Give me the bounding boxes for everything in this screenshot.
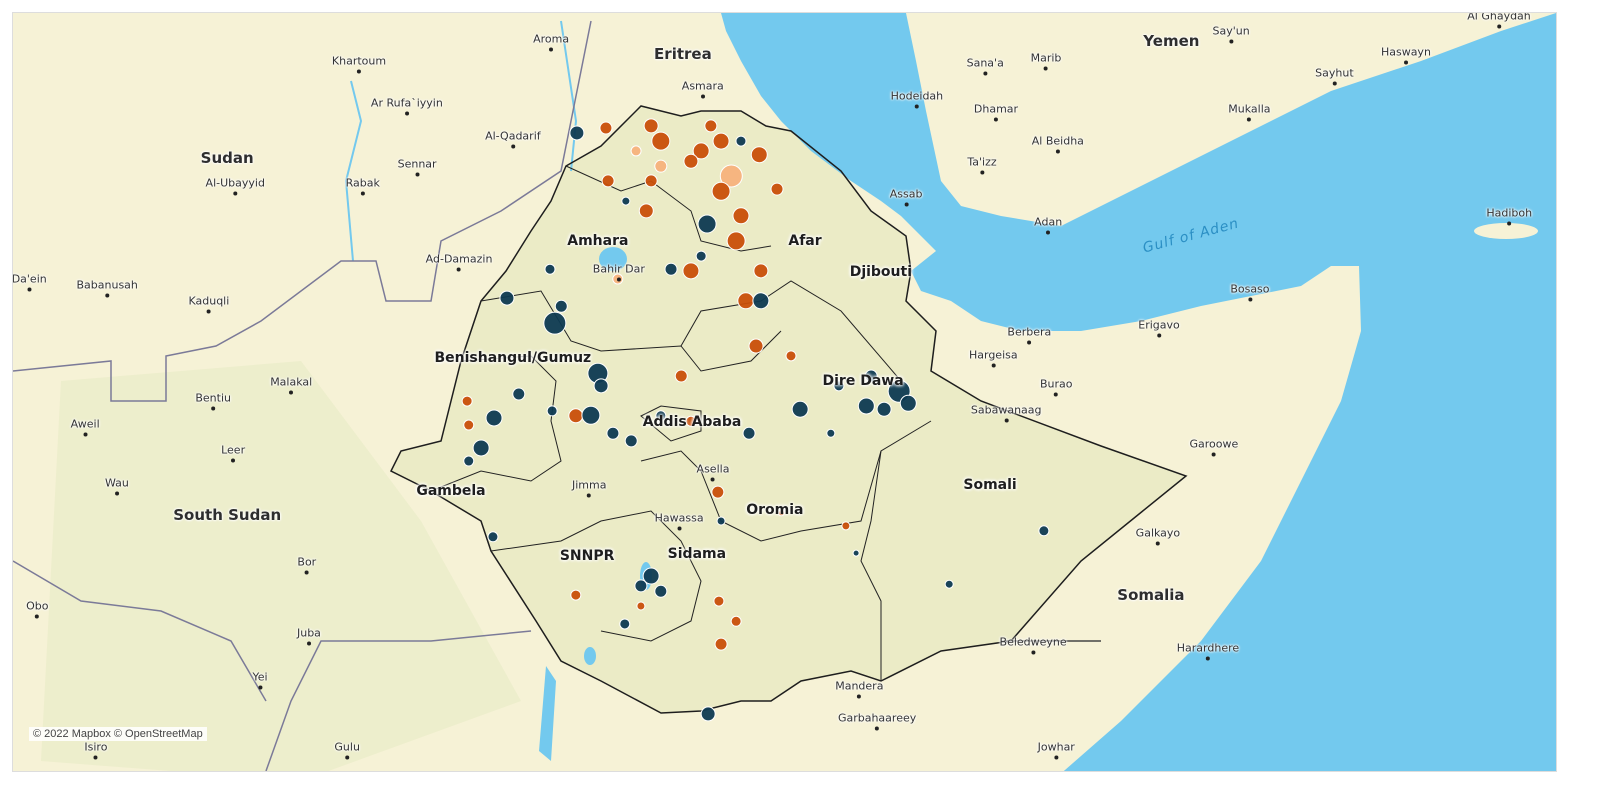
country-borders (13, 20, 1101, 771)
map-marker-navy[interactable] (543, 311, 567, 335)
map-attribution[interactable]: © 2022 Mapbox © OpenStreetMap (29, 727, 207, 741)
map-marker-orange[interactable] (682, 262, 700, 280)
map-marker-orange[interactable] (643, 118, 659, 134)
map-marker-navy[interactable] (634, 579, 648, 593)
map-marker-navy[interactable] (512, 387, 526, 401)
map-marker-orange[interactable] (730, 615, 742, 627)
map-marker-peach[interactable] (654, 159, 668, 173)
map-marker-navy[interactable] (463, 455, 475, 467)
map-marker-navy[interactable] (485, 409, 503, 427)
map-marker-navy[interactable] (752, 292, 770, 310)
sea (721, 13, 1556, 771)
map-marker-orange[interactable] (644, 174, 658, 188)
map-marker-orange[interactable] (777, 509, 785, 517)
map-marker-navy[interactable] (944, 579, 954, 589)
map-marker-orange[interactable] (692, 142, 710, 160)
map-marker-orange[interactable] (712, 132, 730, 150)
map-marker-orange[interactable] (711, 485, 725, 499)
map-marker-navy[interactable] (735, 135, 747, 147)
ethiopia-border (389, 105, 1188, 714)
map-marker-orange[interactable] (714, 637, 728, 651)
map-marker-navy[interactable] (593, 378, 609, 394)
map-marker-navy[interactable] (624, 434, 638, 448)
map-marker-navy[interactable] (833, 380, 845, 392)
map-marker-navy[interactable] (619, 618, 631, 630)
map-marker-orange[interactable] (726, 231, 746, 251)
map-marker-orange[interactable] (570, 589, 582, 601)
map-marker-navy[interactable] (876, 401, 892, 417)
map-marker-navy[interactable] (864, 369, 878, 383)
map-marker-navy[interactable] (716, 516, 726, 526)
map-marker-orange[interactable] (636, 601, 646, 611)
map-marker-navy[interactable] (1038, 525, 1050, 537)
map-marker-navy[interactable] (655, 410, 667, 422)
region-borders (430, 165, 932, 681)
map-marker-navy[interactable] (621, 196, 631, 206)
map-marker-orange[interactable] (750, 146, 768, 164)
map-canvas[interactable] (12, 12, 1557, 772)
map-marker-navy[interactable] (569, 125, 585, 141)
map-marker-navy[interactable] (554, 299, 568, 313)
map-marker-orange[interactable] (463, 419, 475, 431)
map-marker-orange[interactable] (599, 121, 613, 135)
map-marker-navy[interactable] (791, 400, 809, 418)
ethiopia-land (391, 106, 1186, 713)
map-marker-navy[interactable] (742, 426, 756, 440)
map-marker-orange[interactable] (841, 521, 851, 531)
lakes (344, 20, 652, 761)
marker-layer[interactable] (461, 118, 1050, 722)
map-marker-orange[interactable] (704, 119, 718, 133)
map-marker-orange[interactable] (568, 408, 584, 424)
map-marker-navy[interactable] (546, 405, 558, 417)
map-marker-orange[interactable] (711, 181, 731, 201)
map-marker-navy[interactable] (654, 584, 668, 598)
map-marker-navy[interactable] (606, 426, 620, 440)
map-marker-navy[interactable] (581, 405, 601, 425)
map-marker-orange[interactable] (753, 263, 769, 279)
map-marker-orange[interactable] (601, 174, 615, 188)
map-marker-navy[interactable] (472, 439, 490, 457)
map-marker-orange[interactable] (770, 182, 784, 196)
map-marker-orange[interactable] (737, 292, 755, 310)
map-marker-orange[interactable] (683, 153, 699, 169)
terrain-shading (41, 361, 521, 771)
map-marker-navy[interactable] (544, 263, 556, 275)
map-marker-orange[interactable] (461, 395, 473, 407)
map-marker-navy[interactable] (826, 428, 836, 438)
map-marker-navy[interactable] (899, 394, 917, 412)
map-marker-orange[interactable] (685, 415, 697, 427)
map-marker-navy[interactable] (852, 549, 860, 557)
map-marker-navy[interactable] (664, 262, 678, 276)
map-marker-peach[interactable] (612, 273, 624, 285)
map-marker-navy[interactable] (700, 706, 716, 722)
map-marker-orange[interactable] (651, 131, 671, 151)
map-marker-navy[interactable] (697, 214, 717, 234)
map-marker-peach[interactable] (630, 145, 642, 157)
map-marker-orange[interactable] (732, 207, 750, 225)
map-marker-orange[interactable] (638, 203, 654, 219)
map-marker-navy[interactable] (642, 567, 660, 585)
map-marker-orange[interactable] (748, 338, 764, 354)
map-marker-navy[interactable] (487, 531, 499, 543)
map-marker-orange[interactable] (785, 350, 797, 362)
map-marker-navy[interactable] (695, 250, 707, 262)
map-marker-peach[interactable] (719, 164, 743, 188)
map-marker-navy[interactable] (499, 290, 515, 306)
socotra-island (1474, 223, 1538, 239)
map-view[interactable]: Khartoum Aroma Eritrea Asmara Ar Rufa`iyyin A… (12, 12, 1557, 772)
map-marker-orange[interactable] (674, 369, 688, 383)
map-marker-orange[interactable] (713, 595, 725, 607)
map-marker-navy[interactable] (857, 397, 875, 415)
